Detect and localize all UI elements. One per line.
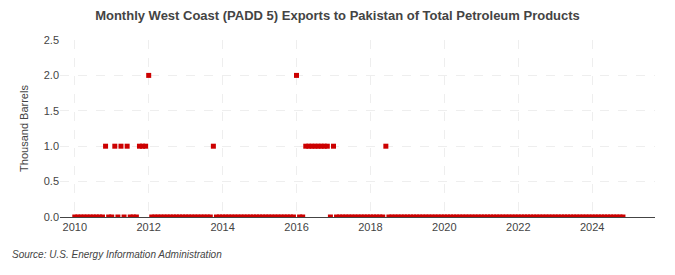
svg-text:2.5: 2.5 <box>44 34 59 46</box>
svg-text:2016: 2016 <box>284 221 308 233</box>
svg-text:1.0: 1.0 <box>44 140 59 152</box>
svg-text:0.5: 0.5 <box>44 175 59 187</box>
svg-text:2012: 2012 <box>136 221 160 233</box>
svg-text:2022: 2022 <box>506 221 530 233</box>
svg-text:2020: 2020 <box>432 221 456 233</box>
svg-text:2.0: 2.0 <box>44 69 59 81</box>
svg-text:0.0: 0.0 <box>44 211 59 223</box>
svg-text:2024: 2024 <box>580 221 604 233</box>
svg-text:2010: 2010 <box>63 221 87 233</box>
svg-text:2018: 2018 <box>358 221 382 233</box>
svg-text:Source: U.S. Energy Informatio: Source: U.S. Energy Information Administ… <box>12 249 222 260</box>
svg-text:2014: 2014 <box>210 221 234 233</box>
svg-text:Thousand Barrels: Thousand Barrels <box>18 85 30 172</box>
svg-text:1.5: 1.5 <box>44 105 59 117</box>
svg-text:Monthly West Coast (PADD 5) Ex: Monthly West Coast (PADD 5) Exports to P… <box>95 8 580 23</box>
